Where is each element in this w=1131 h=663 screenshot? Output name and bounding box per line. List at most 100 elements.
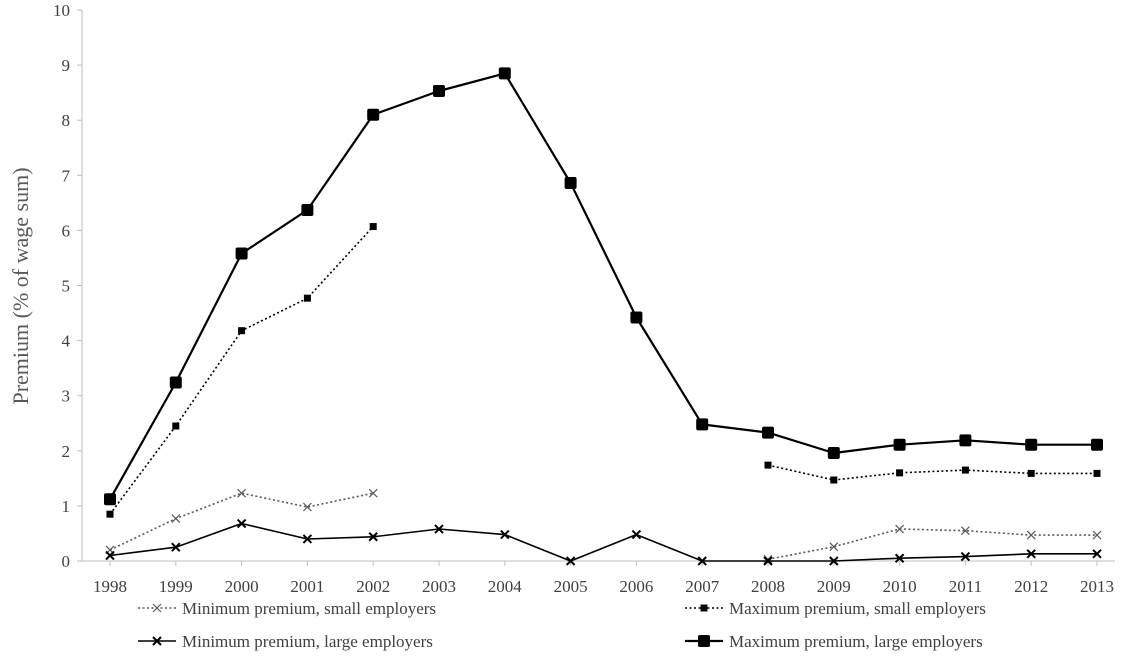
x-tick-label: 2008	[751, 577, 785, 596]
minimum-premium-large-employers-point	[697, 556, 707, 566]
y-tick-label: 8	[62, 111, 71, 130]
x-tick-label: 2013	[1080, 577, 1114, 596]
minimum-premium-large-employers-point	[236, 518, 247, 529]
maximum-premium-large-employers-point	[696, 418, 709, 431]
maximum-premium-large-employers-point	[893, 438, 906, 451]
minimum-premium-large-employers-point	[631, 529, 642, 540]
x-tick-label: 1999	[159, 577, 193, 596]
x-tick-label: 2010	[883, 577, 917, 596]
maximum-premium-small-employers-point	[896, 469, 904, 477]
x-tick-label: 2012	[1014, 577, 1048, 596]
x-tick-label: 2002	[356, 577, 390, 596]
legend-label: Maximum premium, large employers	[729, 632, 983, 651]
minimum-premium-small-employers-point	[1092, 530, 1102, 540]
y-tick-label: 2	[62, 442, 71, 461]
y-tick-label: 1	[62, 497, 71, 516]
maximum-premium-small-employers-point	[238, 327, 246, 335]
maximum-premium-large-employers-point	[433, 84, 445, 97]
minimum-premium-large-employers-point	[960, 551, 971, 562]
maximum-premium-large-employers-point	[169, 376, 182, 389]
y-axis-ticks: 0 1 2 3 4 5 6 7 8 9 10	[53, 1, 82, 571]
legend-label: Maximum premium, small employers	[729, 599, 986, 618]
legend-item-maximum-premium-large-employers: Maximum premium, large employers	[685, 632, 983, 651]
minimum-premium-large-employers-point	[763, 556, 773, 566]
maximum-premium-large-employers-point	[301, 204, 314, 217]
maximum-premium-large-employers-point	[827, 447, 840, 460]
y-tick-label: 0	[62, 552, 71, 571]
minimum-premium-large-employers-point	[434, 524, 444, 534]
minimum-premium-large-employers-series	[105, 518, 1102, 566]
maximum-premium-large-employers-point	[630, 311, 643, 324]
minimum-premium-large-employers-point	[565, 556, 576, 566]
minimum-premium-small-employers-point	[1026, 530, 1036, 540]
legend-item-minimum-premium-large-employers: Minimum premium, large employers	[138, 632, 433, 651]
minimum-premium-large-employers-point	[894, 553, 905, 563]
maximum-premium-large-employers-point	[235, 247, 248, 260]
maximum-premium-large-employers-point	[959, 434, 972, 447]
legend-minimum-premium-large-employers-point	[152, 636, 162, 646]
x-axis-ticks: 1998 1999 2000 2001 2002 2003 2004 2005 2006 2007…	[93, 561, 1114, 596]
x-tick-label: 2005	[554, 577, 588, 596]
legend: Minimum premium, small employers Maximum …	[138, 599, 986, 651]
x-tick-label: 2000	[225, 577, 259, 596]
minimum-premium-small-employers-point	[237, 488, 247, 498]
series-layer	[104, 67, 1103, 566]
y-tick-label: 4	[62, 332, 71, 351]
x-tick-label: 1998	[93, 577, 127, 596]
minimum-premium-large-employers-point	[500, 529, 510, 540]
maximum-premium-small-employers-point	[1093, 469, 1101, 477]
x-tick-label: 2009	[817, 577, 851, 596]
maximum-premium-small-employers-point	[764, 461, 772, 469]
maximum-premium-small-employers-series	[106, 223, 1101, 518]
x-tick-label: 2004	[488, 577, 523, 596]
minimum-premium-small-employers-point	[171, 514, 181, 523]
maximum-premium-small-employers-point	[172, 422, 180, 430]
minimum-premium-small-employers-point	[829, 542, 839, 552]
maximum-premium-small-employers-point	[961, 466, 969, 474]
minimum-premium-large-employers-point	[1092, 549, 1102, 559]
legend-item-minimum-premium-small-employers: Minimum premium, small employers	[138, 599, 436, 618]
maximum-premium-small-employers-point	[1027, 469, 1035, 477]
y-tick-label: 6	[62, 221, 71, 240]
minimum-premium-small-employers-point	[960, 526, 970, 536]
maximum-premium-large-employers-point	[104, 493, 116, 506]
minimum-premium-small-employers-point	[763, 554, 773, 564]
maximum-premium-large-employers-point	[498, 67, 511, 80]
maximum-premium-large-employers-point	[1091, 438, 1103, 451]
maximum-premium-large-employers-point	[564, 177, 577, 190]
legend-label: Minimum premium, large employers	[182, 632, 433, 651]
minimum-premium-large-employers-point	[171, 542, 181, 552]
minimum-premium-small-employers-point	[302, 502, 312, 512]
y-tick-label: 10	[53, 1, 70, 20]
x-tick-label: 2006	[619, 577, 653, 596]
maximum-premium-small-employers-line	[767, 464, 1097, 481]
y-axis-title: Premium (% of wage sum)	[8, 167, 33, 404]
legend-label: Minimum premium, small employers	[182, 599, 436, 618]
axes	[81, 10, 1115, 562]
minimum-premium-small-employers-point	[368, 488, 378, 498]
maximum-premium-large-employers-line	[109, 72, 1097, 500]
maximum-premium-small-employers-point	[369, 223, 377, 231]
x-tick-label: 2007	[685, 577, 720, 596]
legend-minimum-premium-small-employers-point	[152, 603, 162, 613]
maximum-premium-small-employers-point	[106, 510, 114, 518]
minimum-premium-large-employers-point	[302, 534, 313, 544]
y-tick-label: 5	[62, 277, 71, 296]
minimum-premium-small-employers-line	[767, 528, 1097, 561]
y-tick-label: 7	[62, 166, 71, 185]
minimum-premium-large-employers-point	[1026, 549, 1036, 559]
minimum-premium-large-employers-point	[368, 532, 378, 542]
maximum-premium-small-employers-line	[109, 225, 374, 515]
minimum-premium-large-employers-line	[109, 522, 1097, 562]
legend-maximum-premium-large-employers-point	[698, 635, 710, 647]
maximum-premium-large-employers-series	[104, 67, 1103, 506]
maximum-premium-large-employers-point	[762, 426, 774, 439]
legend-maximum-premium-small-employers-point	[700, 604, 708, 612]
minimum-premium-small-employers-line	[109, 492, 374, 551]
minimum-premium-large-employers-point	[105, 550, 115, 561]
minimum-premium-small-employers-point	[895, 524, 905, 534]
x-tick-label: 2003	[422, 577, 456, 596]
maximum-premium-large-employers-point	[1025, 438, 1038, 451]
legend-item-maximum-premium-small-employers: Maximum premium, small employers	[685, 599, 986, 618]
